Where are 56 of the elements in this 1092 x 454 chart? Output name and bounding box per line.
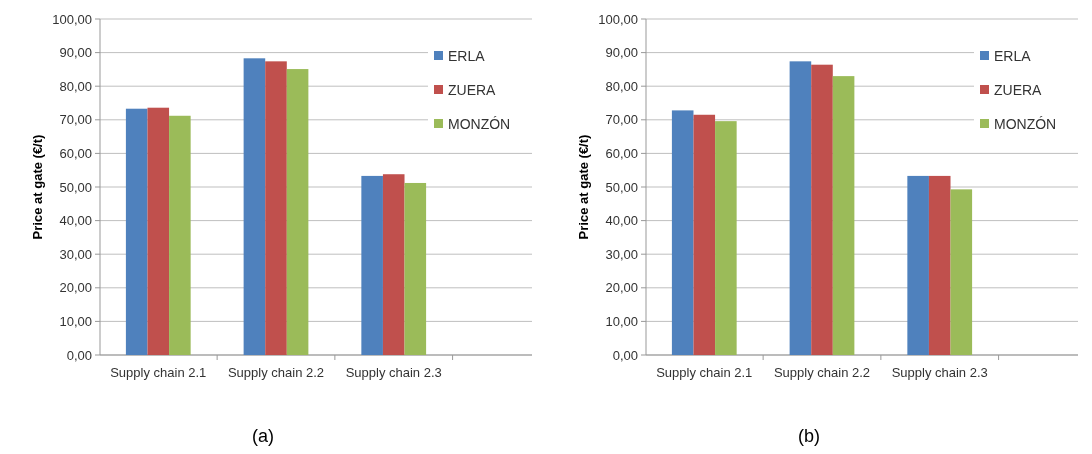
legend-label: ERLA — [448, 47, 486, 64]
y-tick-label: 50,00 — [59, 179, 92, 195]
y-tick-label: 0,00 — [66, 347, 92, 363]
bar — [811, 64, 833, 355]
x-tick-label: Supply chain 2.2 — [227, 365, 325, 380]
y-axis-title: Price at gate (€/t) — [576, 134, 591, 240]
y-tick-label: 20,00 — [59, 280, 92, 296]
y-axis-title: Price at gate (€/t) — [30, 134, 45, 240]
legend-label: MONZÓN — [448, 115, 511, 132]
bar — [265, 61, 287, 355]
y-tick-label: 30,00 — [605, 246, 638, 262]
x-tick-label: Supply chain 2.3 — [345, 365, 442, 380]
bar — [147, 107, 170, 355]
y-tick-label: 30,00 — [59, 246, 92, 262]
y-tick-label: 10,00 — [59, 313, 92, 329]
y-tick-label: 10,00 — [605, 313, 638, 329]
bar — [928, 175, 951, 355]
legend-label: ERLA — [994, 47, 1032, 64]
x-tick-label: Supply chain 2.3 — [891, 365, 988, 380]
bar — [404, 182, 427, 355]
text: (b) — [798, 426, 820, 446]
y-tick-label: 50,00 — [605, 179, 638, 195]
y-tick-label: 70,00 — [59, 112, 92, 128]
y-tick-label: 70,00 — [605, 112, 638, 128]
x-tick-label: Supply chain 2.1 — [656, 365, 753, 380]
y-tick-label: 60,00 — [605, 145, 638, 161]
y-tick-label: 90,00 — [59, 45, 92, 61]
bar — [907, 175, 929, 355]
bar — [950, 189, 973, 355]
bar — [832, 76, 855, 355]
y-tick-label: 40,00 — [605, 213, 638, 229]
bar — [243, 58, 266, 355]
text: (a) — [252, 426, 274, 446]
y-tick-label: 80,00 — [605, 78, 638, 94]
x-tick-label: Supply chain 2.2 — [773, 365, 871, 380]
y-tick-label: 80,00 — [59, 78, 92, 94]
y-tick-label: 60,00 — [59, 145, 92, 161]
bar — [286, 69, 309, 355]
y-tick-label: 0,00 — [612, 347, 638, 363]
bar — [361, 175, 383, 355]
legend-label: ZUERA — [448, 81, 497, 98]
x-tick-label: Supply chain 2.1 — [110, 365, 207, 380]
legend-label: ZUERA — [994, 81, 1043, 98]
legend-label: MONZÓN — [994, 115, 1057, 132]
bar — [382, 174, 405, 355]
y-tick-label: 90,00 — [605, 45, 638, 61]
bar — [169, 115, 191, 355]
y-tick-label: 40,00 — [59, 213, 92, 229]
bar — [693, 114, 716, 355]
y-tick-label: 20,00 — [605, 280, 638, 296]
y-tick-label: 100,00 — [52, 11, 92, 27]
bar — [715, 121, 737, 355]
bar — [125, 108, 148, 355]
bar — [671, 110, 694, 355]
y-tick-label: 100,00 — [598, 11, 638, 27]
bar — [789, 61, 812, 355]
